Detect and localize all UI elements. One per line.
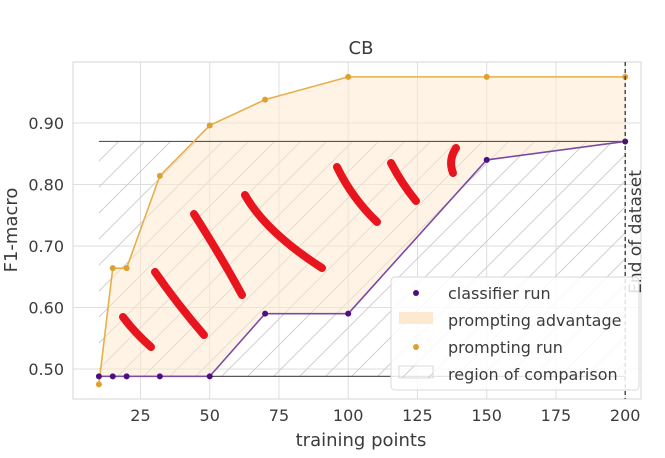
prompting-run-point [95,381,102,388]
annotation-stroke [190,210,246,299]
y-tick-labels: 0.50 0.60 0.70 0.80 0.90 [28,114,64,379]
y-tick-label: 0.50 [28,360,64,379]
prompting-run-point [109,265,116,272]
x-tick-label: 150 [471,406,502,425]
end-of-dataset-label: End of dataset [626,170,646,294]
prompting-run-point [123,265,130,272]
classifier-run-point [123,373,130,380]
legend-advantage-label: prompting advantage [448,311,621,330]
prompting-run-point [156,172,163,179]
red-annotation-strokes [119,144,460,351]
annotation-stroke [241,191,326,272]
legend-comparison-swatch [398,365,434,379]
prompting-run-point [206,122,213,129]
prompting-run-point [345,73,352,80]
y-tick-label: 0.70 [28,237,64,256]
legend-comparison-label: region of comparison [448,365,618,384]
annotation-stroke [151,268,208,339]
prompting-advantage-area [98,76,626,385]
y-tick-label: 0.80 [28,176,64,195]
x-tick-label: 175 [541,406,572,425]
chart-title: CB [349,38,374,59]
x-axis-label: training points [296,430,427,451]
annotation-stroke [447,144,460,177]
legend-box [390,276,640,391]
x-tick-label: 125 [402,406,433,425]
annotation-stroke [119,313,155,351]
classifier-run-point [262,310,269,317]
x-tick-label: 50 [200,406,220,425]
y-axis-label: F1-macro [1,188,22,273]
series-points [95,73,629,388]
legend-classifier-marker [413,290,419,296]
y-tick-label: 0.90 [28,114,64,133]
classifier-run-point [95,373,102,380]
classifier-run-point [483,156,490,163]
x-tick-labels: 25 50 75 100 125 150 175 200 [130,406,640,425]
classifier-run-point [109,373,116,380]
annotation-stroke [333,163,381,226]
x-tick-label: 100 [333,406,364,425]
prompting-run-point [262,96,269,103]
classifier-run-point [156,373,163,380]
x-tick-label: 25 [130,406,150,425]
annotation-stroke [387,159,420,205]
legend: classifier run prompting advantage promp… [390,276,640,391]
legend-advantage-swatch [399,312,433,324]
legend-prompting-marker [413,344,419,350]
legend-prompting-label: prompting run [448,338,563,357]
y-tick-label: 0.60 [28,299,64,318]
legend-classifier-label: classifier run [448,284,551,303]
x-tick-label: 200 [610,406,641,425]
x-tick-label: 75 [269,406,289,425]
classifier-run-point [206,373,213,380]
prompting-run-point [483,73,490,80]
classifier-run-point [345,310,352,317]
